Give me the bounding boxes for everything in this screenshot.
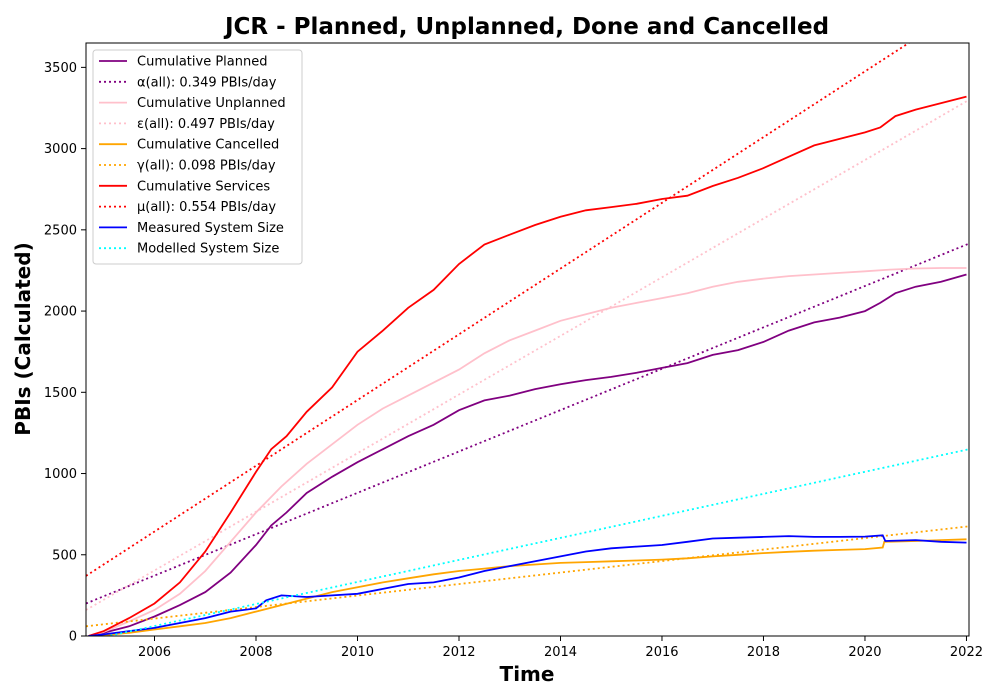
x-axis: 2006 2008 2010 2012 2014 2016 2018 2020 2022 — [138, 636, 983, 660]
plot-frame — [85, 42, 970, 637]
x-tick-label: 2012 — [442, 645, 475, 660]
legend-label: α(all): 0.349 PBIs/day — [137, 75, 277, 90]
x-tick-label: 2006 — [138, 645, 171, 660]
legend: Cumulative Planned α(all): 0.349 PBIs/day… — [92, 49, 303, 265]
legend-label: ε(all): 0.497 PBIs/day — [137, 117, 275, 132]
plot-area — [86, 43, 969, 636]
legend-label: γ(all): 0.098 PBIs/day — [137, 159, 276, 174]
series-line-2 — [88, 267, 967, 636]
legend-label: Cumulative Cancelled — [137, 138, 279, 153]
x-tick-label: 2018 — [747, 645, 780, 660]
y-axis-label: PBIs (Calculated) — [11, 242, 35, 435]
series-line-5 — [86, 525, 969, 628]
series-line-7 — [86, 43, 911, 577]
series-line-0 — [88, 273, 967, 636]
y-tick-label: 1500 — [44, 386, 77, 401]
series-line-8 — [88, 534, 967, 636]
y-tick-label: 0 — [69, 630, 77, 645]
legend-label: Cumulative Planned — [137, 55, 267, 70]
legend-label: Modelled System Size — [137, 242, 279, 257]
x-tick-label: 2016 — [645, 645, 678, 660]
series-line-4 — [88, 538, 967, 636]
y-tick-label: 1000 — [44, 467, 77, 482]
x-tick-label: 2014 — [544, 645, 577, 660]
x-tick-label: 2008 — [239, 645, 272, 660]
x-tick-label: 2010 — [341, 645, 374, 660]
legend-label: Cumulative Unplanned — [137, 96, 286, 111]
x-tick-label: 2020 — [848, 645, 881, 660]
y-tick-label: 500 — [52, 548, 77, 563]
series-line-9 — [104, 448, 969, 636]
legend-label: Measured System Size — [137, 221, 284, 236]
x-axis-label: Time — [500, 662, 555, 686]
y-tick-label: 3000 — [44, 142, 77, 157]
y-axis: 0 500 1000 1500 2000 2500 3000 3500 — [44, 61, 86, 645]
y-tick-label: 3500 — [44, 61, 77, 76]
legend-box — [92, 49, 303, 265]
series-line-6 — [88, 95, 967, 636]
legend-label: μ(all): 0.554 PBIs/day — [137, 200, 276, 215]
x-tick-label: 2022 — [950, 645, 983, 660]
chart-title: JCR - Planned, Unplanned, Done and Cance… — [223, 14, 829, 40]
legend-label: Cumulative Services — [137, 179, 270, 194]
y-tick-label: 2000 — [44, 305, 77, 320]
y-tick-label: 2500 — [44, 223, 77, 238]
series-line-1 — [86, 242, 969, 605]
